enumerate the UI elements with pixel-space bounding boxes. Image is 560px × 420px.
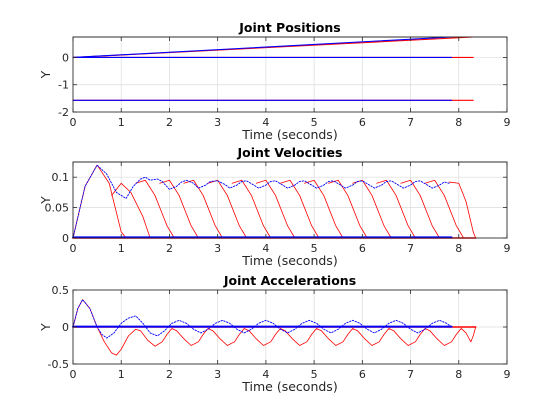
series-line-9 (304, 179, 344, 239)
y-tick-label: -2 (58, 106, 69, 119)
x-tick-label: 1 (118, 368, 125, 381)
y-tick-label: 0.5 (52, 284, 70, 297)
series-line-6 (231, 179, 272, 239)
x-tick-label: 7 (407, 242, 414, 255)
series-line-17 (72, 164, 450, 239)
series-line-0 (72, 164, 127, 239)
x-axis-label: Time (seconds) (241, 127, 337, 142)
x-tick-label: 4 (262, 116, 269, 129)
x-tick-label: 9 (504, 242, 511, 255)
x-tick-label: 0 (70, 368, 77, 381)
x-tick-label: 3 (214, 368, 221, 381)
y-tick-label: -0.5 (48, 358, 69, 371)
x-tick-label: 6 (359, 242, 366, 255)
y-tick-label: 0.1 (52, 171, 70, 184)
x-tick-label: 6 (359, 368, 366, 381)
series-line-13 (400, 179, 440, 239)
x-tick-label: 2 (166, 368, 173, 381)
x-tick-label: 5 (311, 242, 318, 255)
y-tick-label: 0 (62, 321, 69, 334)
axes-frame (72, 161, 508, 239)
x-tick-label: 8 (455, 242, 462, 255)
x-tick-label: 5 (311, 368, 318, 381)
y-tick-label: 0 (62, 232, 69, 245)
x-tick-label: 7 (407, 116, 414, 129)
x-tick-label: 0 (70, 242, 77, 255)
series-line-10 (328, 179, 368, 239)
series-line-2 (72, 299, 452, 339)
series-line-14 (424, 179, 464, 239)
series-line-0 (72, 299, 477, 356)
series-line-3 (159, 179, 199, 239)
y-axis-label: Y (38, 70, 53, 79)
y-tick-label: 0 (62, 51, 69, 64)
series-line-1 (111, 182, 151, 239)
x-tick-label: 9 (504, 116, 511, 129)
y-axis-label: Y (38, 323, 53, 332)
series-line-8 (279, 179, 320, 239)
x-tick-label: 3 (214, 242, 221, 255)
x-tick-label: 0 (70, 116, 77, 129)
chart-panel-1: 0 1 2 3 4 5 6 7 8 9 0 0.05 0.1 Joint Velocities Time (… (38, 145, 511, 268)
chart-panel-0: 0 1 2 3 4 5 6 7 8 9 -2 -1 0 Joint Positions Time (seco… (38, 20, 511, 142)
plot-area (72, 36, 508, 113)
y-axis-label: Y (38, 196, 53, 205)
x-tick-label: 8 (455, 368, 462, 381)
x-axis-label: Time (seconds) (241, 379, 337, 394)
x-axis-label: Time (seconds) (241, 253, 337, 268)
x-tick-label: 7 (407, 368, 414, 381)
axes-frame (72, 36, 508, 113)
x-tick-label: 9 (504, 368, 511, 381)
plot-area (72, 161, 508, 239)
x-tick-label: 2 (166, 242, 173, 255)
x-tick-label: 1 (118, 242, 125, 255)
series-line-2 (135, 179, 175, 239)
series-line-7 (255, 179, 296, 239)
chart-title: Joint Velocities (237, 145, 343, 160)
x-tick-label: 3 (214, 116, 221, 129)
series-line-4 (183, 179, 223, 239)
x-tick-label: 6 (359, 116, 366, 129)
chart-title: Joint Accelerations (223, 273, 356, 288)
x-tick-label: 8 (455, 116, 462, 129)
x-tick-label: 4 (262, 242, 269, 255)
x-tick-label: 1 (118, 116, 125, 129)
series-line-3 (72, 36, 453, 58)
x-tick-label: 4 (262, 368, 269, 381)
series-line-12 (376, 179, 416, 239)
chart-title: Joint Positions (238, 20, 340, 35)
y-tick-label: 0.05 (45, 202, 70, 215)
x-tick-label: 2 (166, 116, 173, 129)
series-line-15 (448, 181, 477, 239)
x-tick-label: 5 (311, 116, 318, 129)
y-tick-label: -1 (58, 79, 69, 92)
